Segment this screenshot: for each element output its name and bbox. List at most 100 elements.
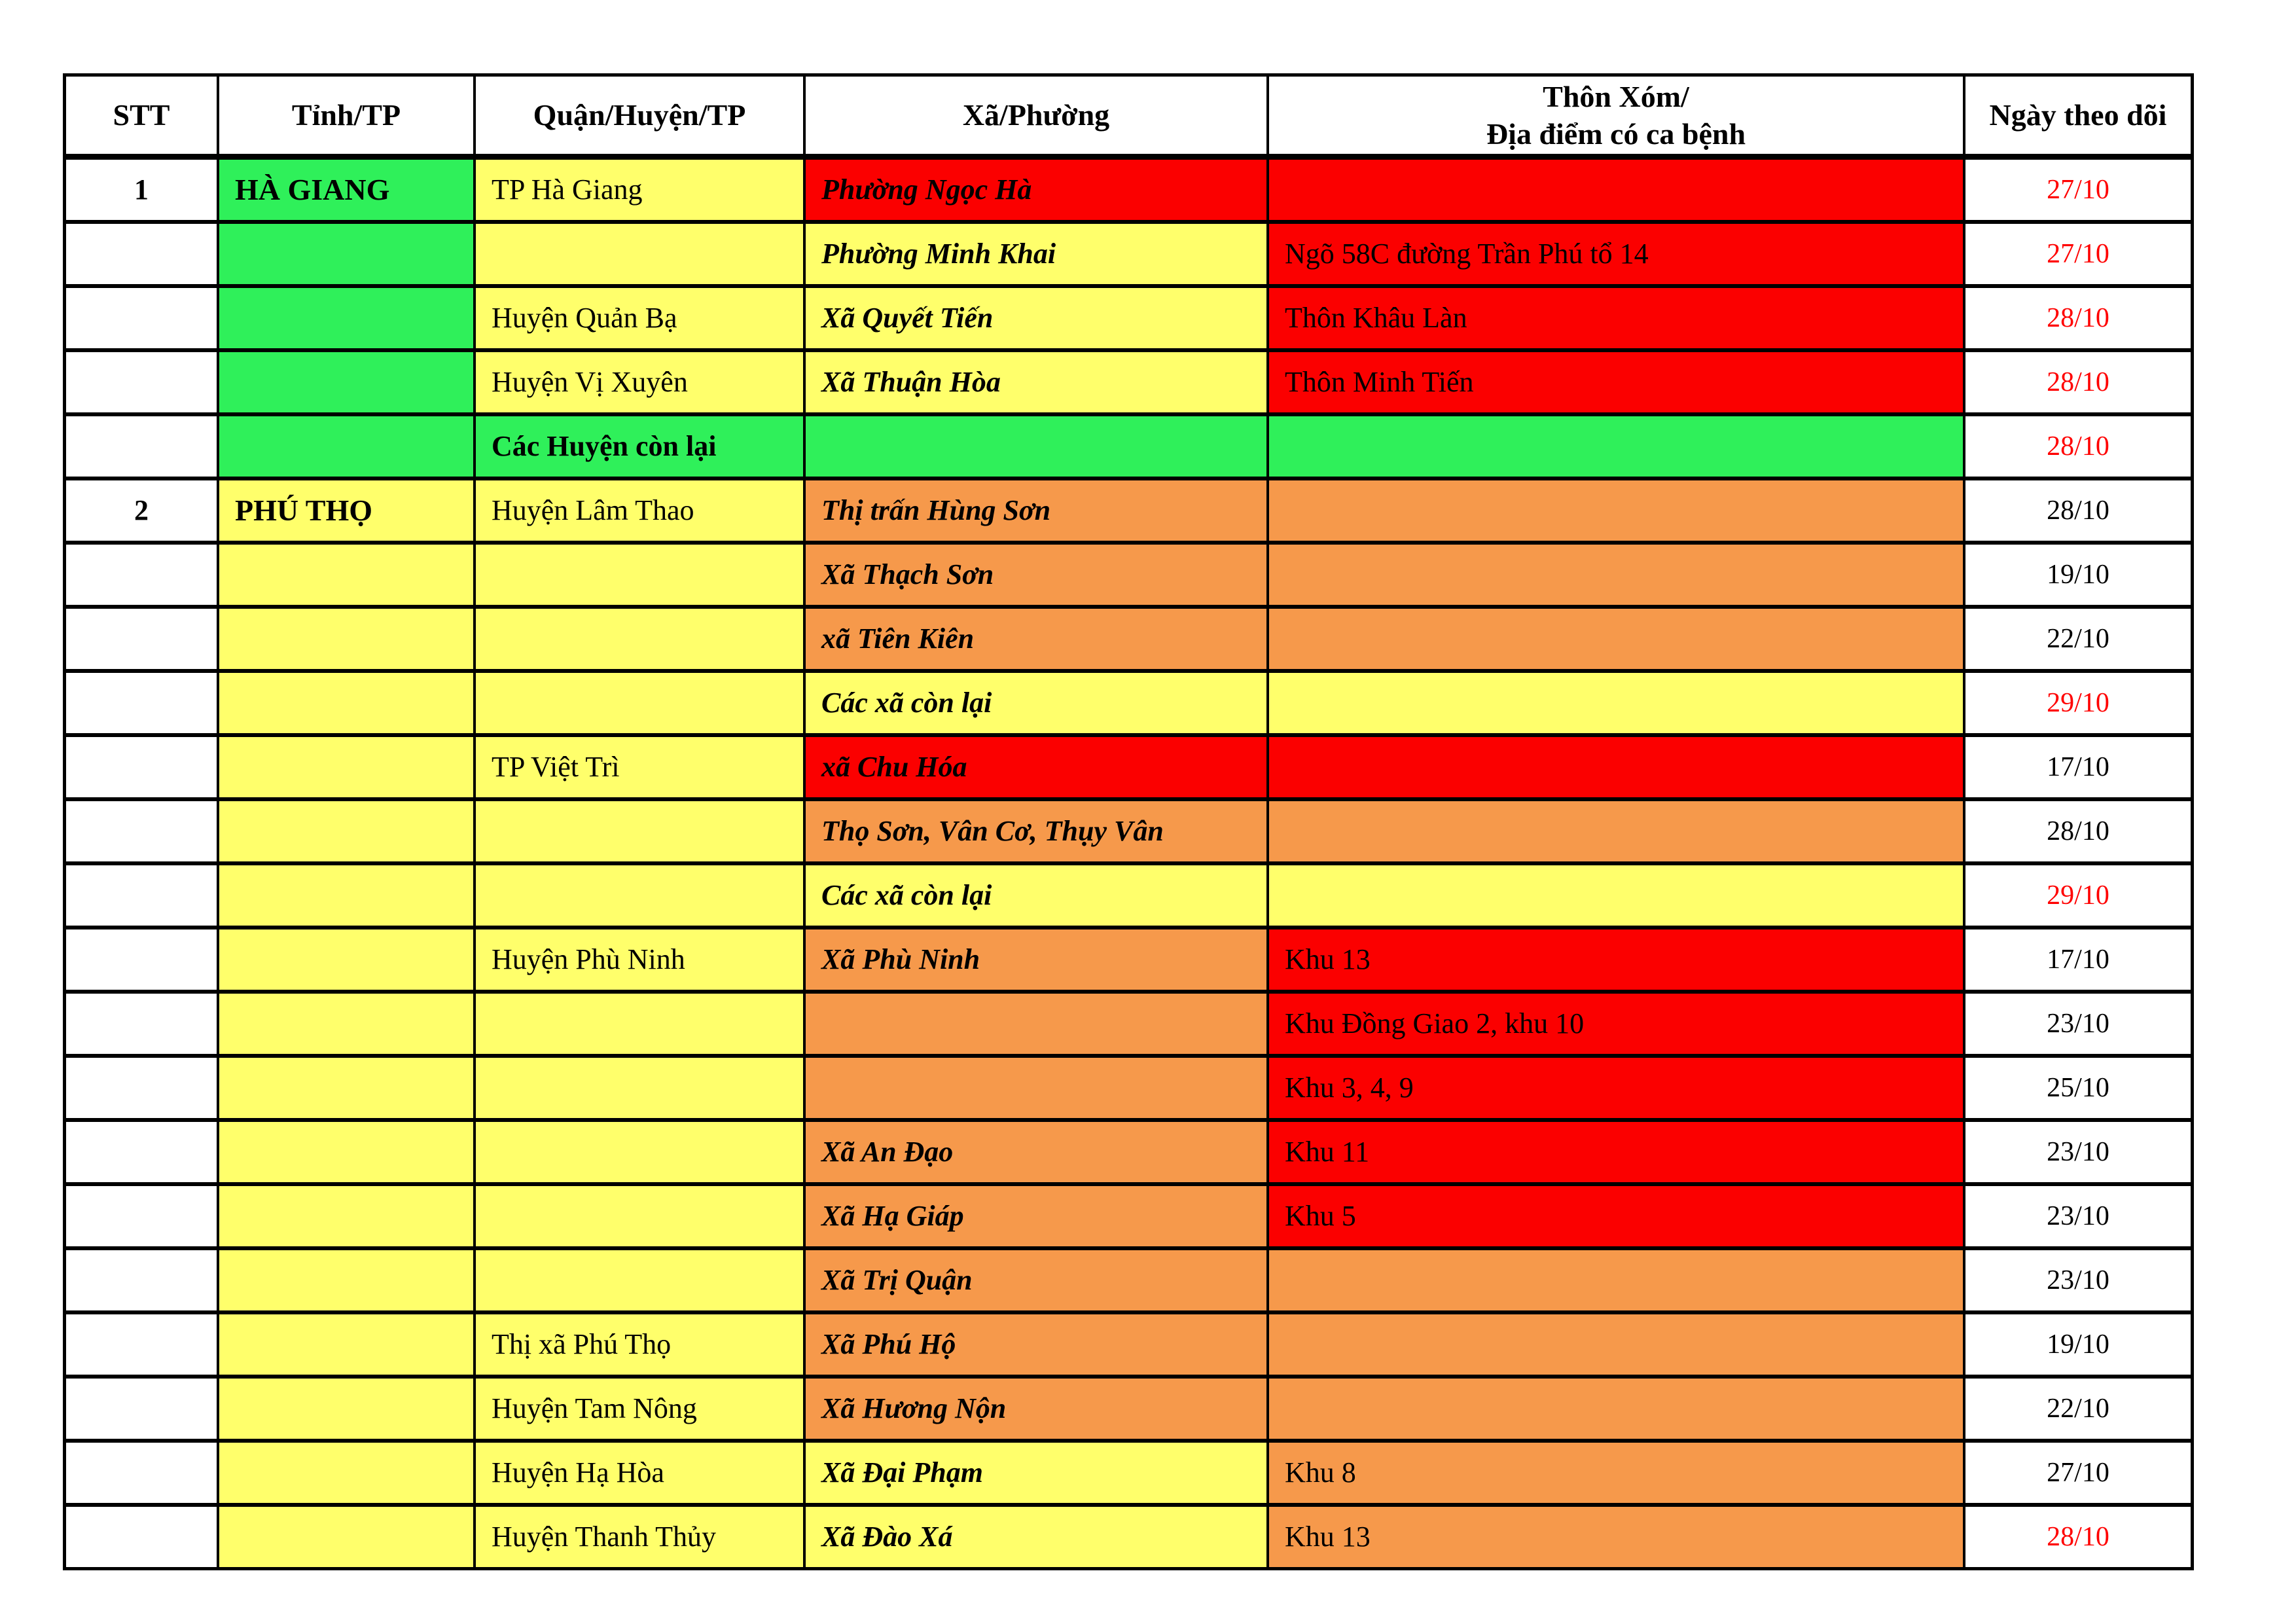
ward-cell-row15 bbox=[806, 1058, 1266, 1118]
location-cell-row10 bbox=[1269, 737, 1963, 797]
location-cell-row8 bbox=[1269, 609, 1963, 669]
province-cell-row6: PHÚ THỌ bbox=[219, 480, 473, 541]
date-cell-row8: 22/10 bbox=[1965, 609, 2191, 669]
column-header-province: Tỉnh/TP bbox=[219, 77, 473, 156]
province-cell-row11 bbox=[219, 801, 473, 861]
date-cell-row14: 23/10 bbox=[1965, 994, 2191, 1054]
district-cell-row3: Huyện Quản Bạ bbox=[476, 288, 803, 348]
ward-cell-row22: Xã Đào Xá bbox=[806, 1507, 1266, 1567]
stt-cell-row9 bbox=[66, 673, 217, 733]
stt-cell-row4 bbox=[66, 352, 217, 412]
date-cell-row20: 22/10 bbox=[1965, 1379, 2191, 1439]
ward-cell-row12: Các xã còn lại bbox=[806, 865, 1266, 926]
stt-cell-row20 bbox=[66, 1379, 217, 1439]
location-cell-row14: Khu Đồng Giao 2, khu 10 bbox=[1269, 994, 1963, 1054]
date-cell-row15: 25/10 bbox=[1965, 1058, 2191, 1118]
district-cell-row9 bbox=[476, 673, 803, 733]
location-cell-row17: Khu 5 bbox=[1269, 1186, 1963, 1246]
location-cell-row3: Thôn Khâu Làn bbox=[1269, 288, 1963, 348]
province-cell-row21 bbox=[219, 1443, 473, 1503]
ward-cell-row19: Xã Phú Hộ bbox=[806, 1314, 1266, 1375]
district-cell-row8 bbox=[476, 609, 803, 669]
date-cell-row4: 28/10 bbox=[1965, 352, 2191, 412]
district-cell-row4: Huyện Vị Xuyên bbox=[476, 352, 803, 412]
date-cell-row19: 19/10 bbox=[1965, 1314, 2191, 1375]
column-header-stt: STT bbox=[66, 77, 217, 156]
district-cell-row11 bbox=[476, 801, 803, 861]
location-cell-row18 bbox=[1269, 1250, 1963, 1310]
date-cell-row21: 27/10 bbox=[1965, 1443, 2191, 1503]
location-cell-row1 bbox=[1269, 160, 1963, 220]
date-cell-row18: 23/10 bbox=[1965, 1250, 2191, 1310]
stt-cell-row1: 1 bbox=[66, 160, 217, 220]
stt-cell-row13 bbox=[66, 929, 217, 990]
date-cell-row12: 29/10 bbox=[1965, 865, 2191, 926]
stt-cell-row18 bbox=[66, 1250, 217, 1310]
ward-cell-row13: Xã Phù Ninh bbox=[806, 929, 1266, 990]
province-cell-row15 bbox=[219, 1058, 473, 1118]
date-cell-row3: 28/10 bbox=[1965, 288, 2191, 348]
column-header-date: Ngày theo dõi bbox=[1965, 77, 2191, 156]
location-cell-row16: Khu 11 bbox=[1269, 1122, 1963, 1182]
ward-cell-row10: xã Chu Hóa bbox=[806, 737, 1266, 797]
ward-cell-row14 bbox=[806, 994, 1266, 1054]
province-cell-row4 bbox=[219, 352, 473, 412]
location-cell-row4: Thôn Minh Tiến bbox=[1269, 352, 1963, 412]
ward-cell-row20: Xã Hương Nộn bbox=[806, 1379, 1266, 1439]
stt-cell-row21 bbox=[66, 1443, 217, 1503]
district-cell-row20: Huyện Tam Nông bbox=[476, 1379, 803, 1439]
province-cell-row20 bbox=[219, 1379, 473, 1439]
stt-cell-row22 bbox=[66, 1507, 217, 1567]
ward-cell-row21: Xã Đại Phạm bbox=[806, 1443, 1266, 1503]
province-cell-row7 bbox=[219, 545, 473, 605]
district-cell-row15 bbox=[476, 1058, 803, 1118]
date-cell-row10: 17/10 bbox=[1965, 737, 2191, 797]
district-cell-row13: Huyện Phù Ninh bbox=[476, 929, 803, 990]
district-cell-row2 bbox=[476, 224, 803, 284]
date-cell-row22: 28/10 bbox=[1965, 1507, 2191, 1567]
date-cell-row5: 28/10 bbox=[1965, 416, 2191, 477]
province-cell-row12 bbox=[219, 865, 473, 926]
district-cell-row5: Các Huyện còn lại bbox=[476, 416, 803, 477]
case-tracking-table: STT Tỉnh/TP Quận/Huyện/TP Xã/Phường Thôn… bbox=[63, 73, 2194, 1570]
district-cell-row10: TP Việt Trì bbox=[476, 737, 803, 797]
stt-cell-row11 bbox=[66, 801, 217, 861]
column-header-ward: Xã/Phường bbox=[806, 77, 1266, 156]
location-cell-row7 bbox=[1269, 545, 1963, 605]
stt-cell-row16 bbox=[66, 1122, 217, 1182]
location-cell-row6 bbox=[1269, 480, 1963, 541]
date-cell-row9: 29/10 bbox=[1965, 673, 2191, 733]
stt-cell-row6: 2 bbox=[66, 480, 217, 541]
ward-cell-row9: Các xã còn lại bbox=[806, 673, 1266, 733]
district-cell-row17 bbox=[476, 1186, 803, 1246]
province-cell-row5 bbox=[219, 416, 473, 477]
province-cell-row16 bbox=[219, 1122, 473, 1182]
location-cell-row20 bbox=[1269, 1379, 1963, 1439]
date-cell-row7: 19/10 bbox=[1965, 545, 2191, 605]
location-cell-row9 bbox=[1269, 673, 1963, 733]
ward-cell-row8: xã Tiên Kiên bbox=[806, 609, 1266, 669]
date-cell-row11: 28/10 bbox=[1965, 801, 2191, 861]
ward-cell-row11: Thọ Sơn, Vân Cơ, Thụy Vân bbox=[806, 801, 1266, 861]
ward-cell-row7: Xã Thạch Sơn bbox=[806, 545, 1266, 605]
stt-cell-row17 bbox=[66, 1186, 217, 1246]
ward-cell-row18: Xã Trị Quận bbox=[806, 1250, 1266, 1310]
date-cell-row16: 23/10 bbox=[1965, 1122, 2191, 1182]
province-cell-row18 bbox=[219, 1250, 473, 1310]
district-cell-row22: Huyện Thanh Thủy bbox=[476, 1507, 803, 1567]
ward-cell-row5 bbox=[806, 416, 1266, 477]
location-cell-row19 bbox=[1269, 1314, 1963, 1375]
stt-cell-row3 bbox=[66, 288, 217, 348]
location-cell-row13: Khu 13 bbox=[1269, 929, 1963, 990]
province-cell-row14 bbox=[219, 994, 473, 1054]
ward-cell-row2: Phường Minh Khai bbox=[806, 224, 1266, 284]
stt-cell-row19 bbox=[66, 1314, 217, 1375]
location-cell-row22: Khu 13 bbox=[1269, 1507, 1963, 1567]
district-cell-row19: Thị xã Phú Thọ bbox=[476, 1314, 803, 1375]
date-cell-row1: 27/10 bbox=[1965, 160, 2191, 220]
province-cell-row19 bbox=[219, 1314, 473, 1375]
column-header-district: Quận/Huyện/TP bbox=[476, 77, 803, 156]
province-cell-row1: HÀ GIANG bbox=[219, 160, 473, 220]
district-cell-row12 bbox=[476, 865, 803, 926]
district-cell-row21: Huyện Hạ Hòa bbox=[476, 1443, 803, 1503]
